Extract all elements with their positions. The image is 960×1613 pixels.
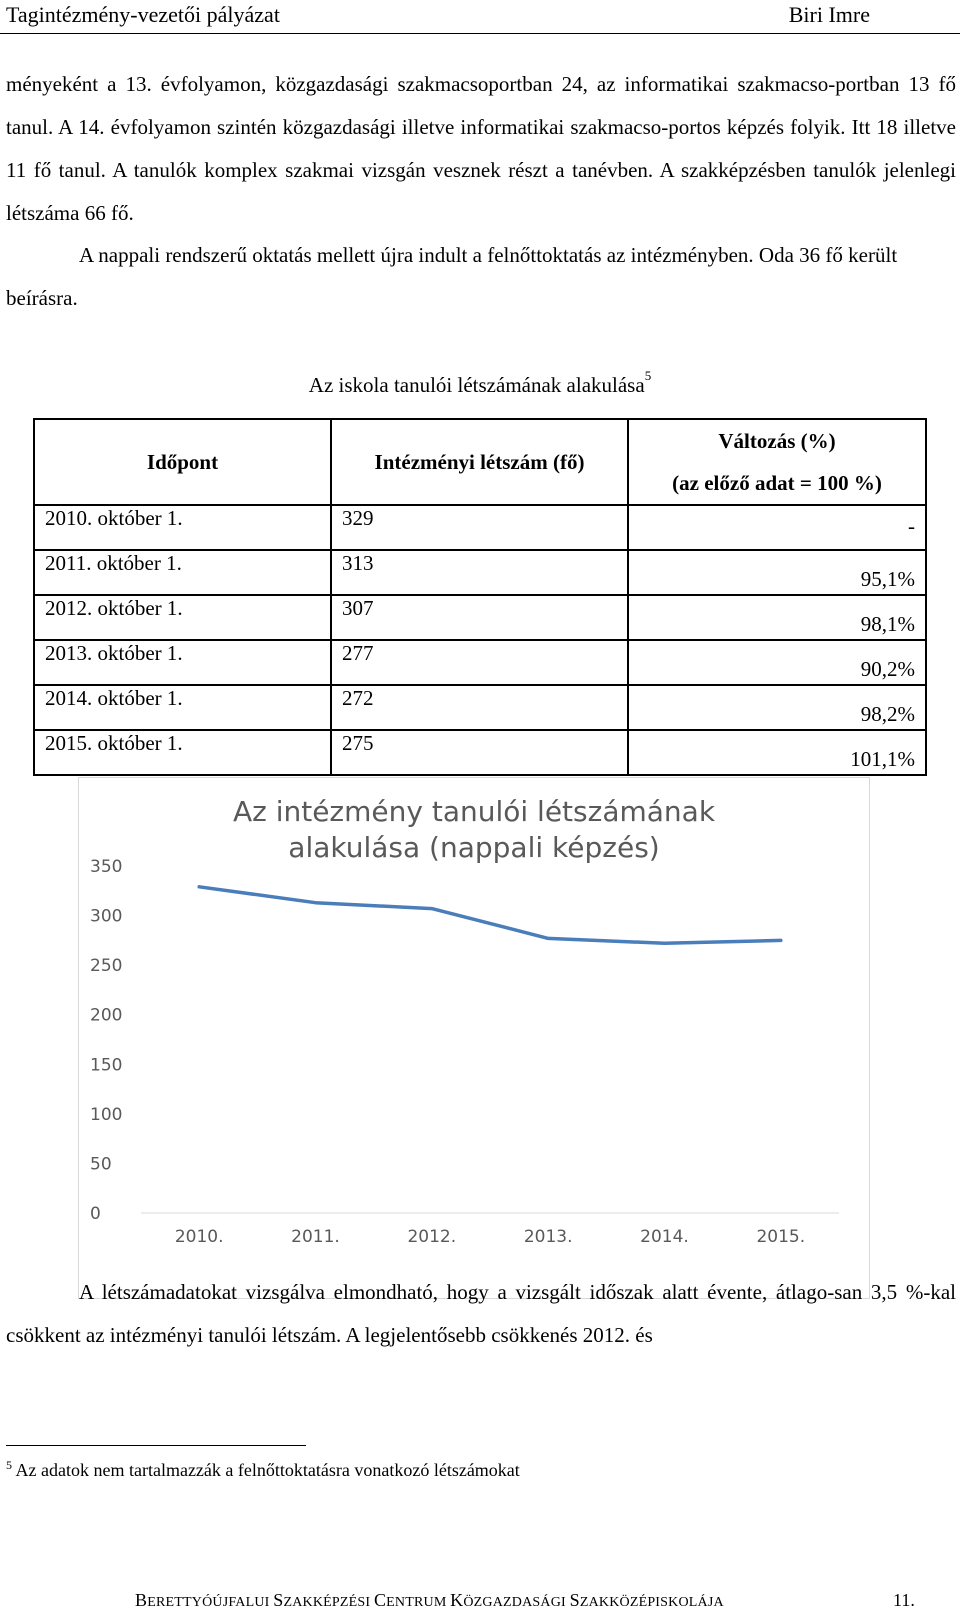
y-tick-label: 0 [90, 1204, 101, 1224]
paragraph-text: A létszámadatokat vizsgálva elmondható, … [6, 1280, 956, 1347]
y-tick-label: 50 [90, 1154, 112, 1174]
header-author: Biri Imre [788, 2, 870, 27]
header-change-line2: (az előző adat = 100 %) [672, 471, 882, 495]
cell-change: 101,1% [627, 729, 927, 776]
header-date: Időpont [33, 418, 332, 506]
chart-title: Az intézmény tanulói létszámának alakulá… [79, 794, 869, 866]
cell-date: 2014. október 1. [33, 684, 332, 731]
x-tick-label: 2010. [175, 1227, 224, 1247]
cell-count: 313 [330, 549, 629, 596]
body-paragraph-1: ményeként a 13. évfolyamon, közgazdasági… [6, 63, 956, 235]
footer-rest: ZAKKÖZÉPISKOLÁJA [579, 1595, 724, 1610]
header-change-line1: Változás (%) [718, 429, 836, 453]
footer-rest: ERETTYÓÚJFALUI [147, 1595, 274, 1610]
y-tick-label: 100 [90, 1105, 122, 1125]
footnote: 5 Az adatok nem tartalmazzák a felnőttok… [6, 1458, 520, 1481]
y-tick-label: 250 [90, 956, 122, 976]
chart-plot-area: 350 300 250 200 150 100 50 0 2010. 2011. 2012. 2013… [90, 857, 839, 1247]
y-tick-label: 350 [90, 857, 122, 877]
table-row: 2015. október 1. 275 101,1% [33, 729, 927, 776]
page-number: 11. [893, 1590, 915, 1610]
chart-title-line1: Az intézmény tanulói létszámának [232, 795, 716, 828]
table-row: 2010. október 1. 329 - [33, 504, 927, 551]
cell-change: - [627, 504, 927, 551]
cell-count: 329 [330, 504, 629, 551]
footer-cap: C [373, 1590, 387, 1610]
table-row: 2011. október 1. 313 95,1% [33, 549, 927, 596]
footer-rest: ÖZGAZDASÁGI [463, 1595, 570, 1610]
table-row: 2012. október 1. 307 98,1% [33, 594, 927, 641]
footnote-ref: 5 [644, 368, 652, 383]
cell-count: 277 [330, 639, 629, 686]
cell-date: 2010. október 1. [33, 504, 332, 551]
x-tick-label: 2011. [291, 1227, 340, 1247]
footer-cap: S [273, 1590, 284, 1610]
footer-cap: B [135, 1590, 148, 1610]
footnote-number: 5 [6, 1458, 12, 1472]
table-header-row: Időpont Intézményi létszám (fő) Változás… [33, 418, 927, 506]
cell-change: 90,2% [627, 639, 927, 686]
footer-cap: K [450, 1590, 464, 1610]
y-tick-label: 300 [90, 907, 122, 927]
table-row: 2014. október 1. 272 98,2% [33, 684, 927, 731]
body-paragraph-2: A nappali rendszerű oktatás mellett újra… [6, 234, 956, 320]
footnote-text: Az adatok nem tartalmazzák a felnőttokta… [15, 1460, 520, 1480]
enrollment-table: Időpont Intézményi létszám (fő) Változás… [33, 418, 927, 776]
cell-count: 272 [330, 684, 629, 731]
paragraph-text: A nappali rendszerű oktatás mellett újra… [6, 243, 898, 310]
line-chart: Az intézmény tanulói létszámának alakulá… [78, 777, 870, 1299]
cell-change: 98,1% [627, 594, 927, 641]
y-tick-label: 150 [90, 1055, 122, 1075]
header-count: Intézményi létszám (fő) [330, 418, 629, 506]
table-caption-text: Az iskola tanulói létszámának alakulása [308, 373, 645, 397]
x-tick-label: 2013. [524, 1227, 573, 1247]
body-paragraph-3: A létszámadatokat vizsgálva elmondható, … [6, 1271, 956, 1357]
chart-title-line2: alakulása (nappali képzés) [288, 831, 660, 864]
cell-date: 2015. október 1. [33, 729, 332, 776]
page-footer: BERETTYÓÚJFALUI SZAKKÉPZÉSI CENTRUM KÖZG… [135, 1590, 724, 1611]
cell-change: 98,2% [627, 684, 927, 731]
header-change: Változás (%) (az előző adat = 100 %) [627, 418, 927, 506]
page-header: Tagintézmény-vezetői pályázat Biri Imre [0, 0, 960, 34]
paragraph-text: ményeként a 13. évfolyamon, közgazdasági… [6, 72, 956, 225]
cell-change: 95,1% [627, 549, 927, 596]
header-title: Tagintézmény-vezetői pályázat [6, 2, 280, 27]
cell-date: 2012. október 1. [33, 594, 332, 641]
footer-rest: ENTRUM [386, 1595, 451, 1610]
cell-count: 275 [330, 729, 629, 776]
y-tick-label: 200 [90, 1006, 122, 1026]
x-tick-label: 2015. [756, 1227, 805, 1247]
cell-date: 2011. október 1. [33, 549, 332, 596]
footer-cap: S [569, 1590, 580, 1610]
series-line [197, 885, 783, 946]
footnote-divider [6, 1445, 306, 1446]
table-row: 2013. október 1. 277 90,2% [33, 639, 927, 686]
table-caption: Az iskola tanulói létszámának alakulása5 [0, 368, 960, 398]
x-tick-label: 2014. [640, 1227, 689, 1247]
cell-date: 2013. október 1. [33, 639, 332, 686]
footer-rest: ZAKKÉPZÉSI [283, 1595, 374, 1610]
x-tick-label: 2012. [407, 1227, 456, 1247]
cell-count: 307 [330, 594, 629, 641]
